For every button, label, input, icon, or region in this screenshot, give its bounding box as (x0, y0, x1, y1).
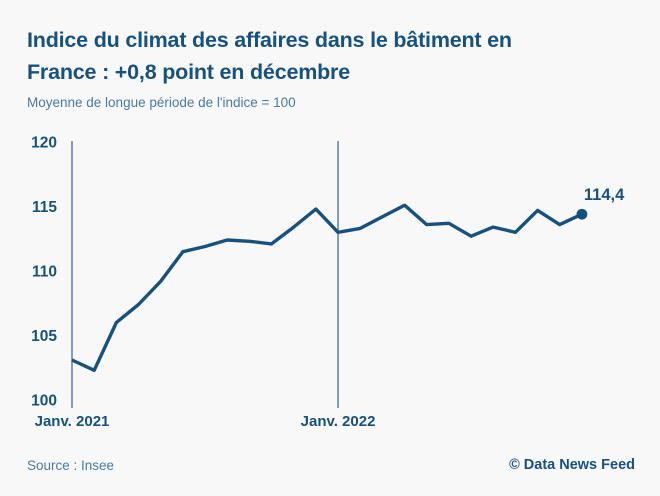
y-tick-label: 110 (32, 264, 57, 281)
page-title-line2: France : +0,8 point en décembre (27, 60, 350, 84)
chart-subtitle: Moyenne de longue période de l'indice = … (27, 95, 296, 110)
page-title-line1: Indice du climat des affaires dans le bâ… (27, 28, 512, 52)
last-value-label: 114,4 (584, 186, 625, 204)
credit-label: © Data News Feed (509, 457, 635, 473)
business-climate-line (71, 203, 583, 372)
y-tick-label: 100 (31, 393, 57, 410)
x-tick-label: Janv. 2021 (35, 413, 110, 430)
last-point-marker (576, 208, 588, 220)
x-tick-label: Janv. 2022 (301, 413, 376, 430)
source-label: Source : Insee (27, 458, 115, 473)
y-tick-label: 115 (32, 199, 57, 216)
y-tick-label: 120 (31, 135, 57, 152)
chart-header: Indice du climat des affaires dans le bâ… (27, 24, 637, 110)
y-tick-label: 105 (31, 328, 57, 345)
